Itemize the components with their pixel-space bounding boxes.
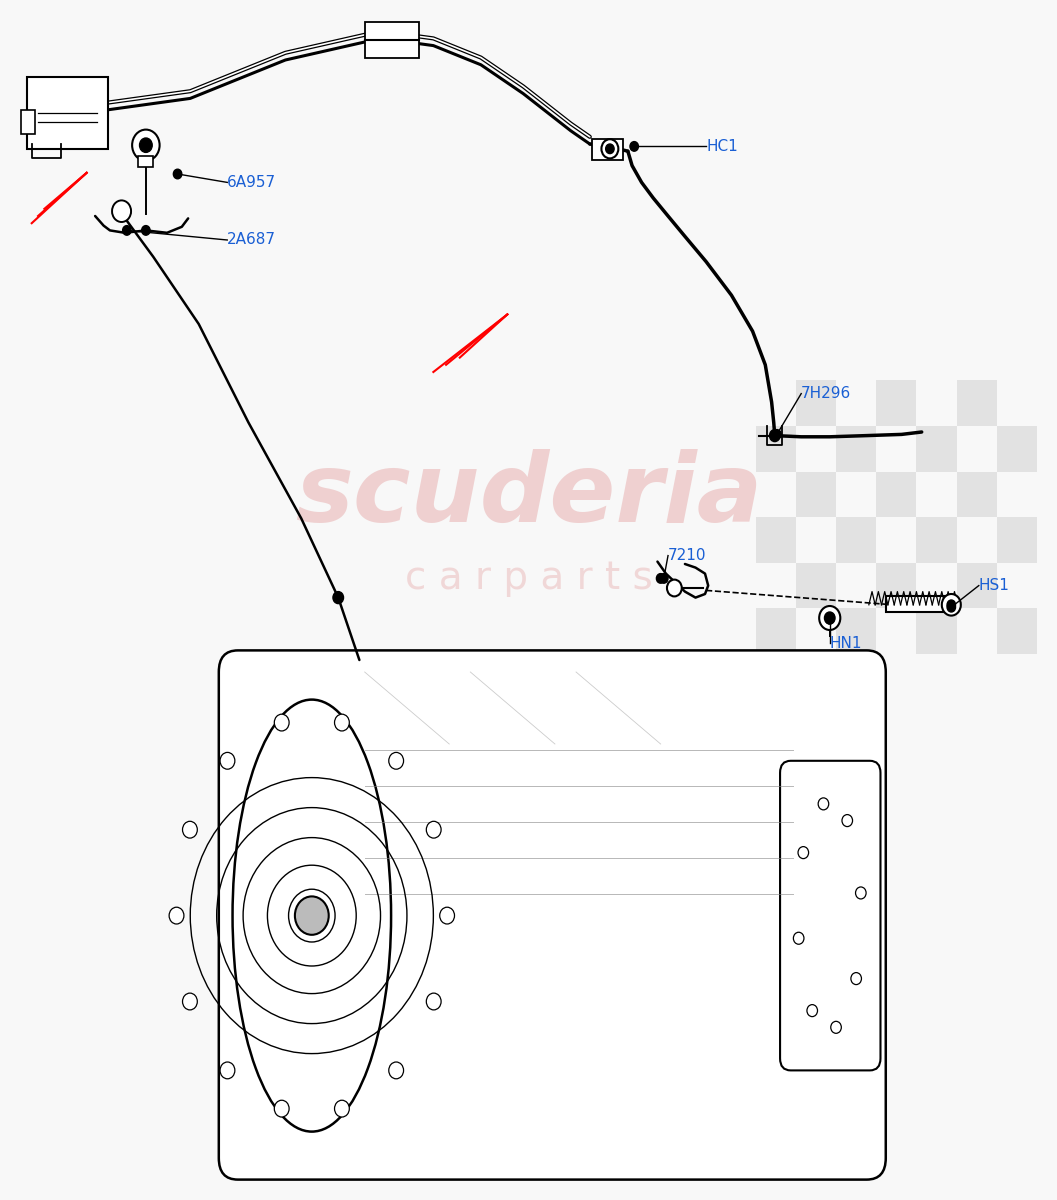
Bar	[21, 110, 35, 134]
Circle shape	[389, 1062, 404, 1079]
Circle shape	[947, 602, 956, 612]
Circle shape	[220, 1062, 235, 1079]
Text: 2A687: 2A687	[227, 233, 276, 247]
Ellipse shape	[233, 700, 391, 1132]
Circle shape	[818, 798, 829, 810]
Bar	[796, 380, 836, 426]
Circle shape	[942, 594, 961, 616]
Bar	[957, 472, 997, 517]
Circle shape	[667, 580, 682, 596]
Bar	[756, 608, 796, 654]
Circle shape	[798, 847, 809, 859]
Circle shape	[142, 226, 150, 235]
Text: HS1: HS1	[979, 578, 1009, 593]
Circle shape	[606, 144, 614, 154]
Circle shape	[183, 821, 198, 838]
Bar	[756, 426, 796, 472]
Circle shape	[656, 574, 665, 583]
Bar	[957, 563, 997, 608]
Text: scuderia: scuderia	[295, 449, 762, 542]
Circle shape	[140, 138, 152, 152]
Text: HC1: HC1	[706, 139, 738, 154]
Bar	[997, 517, 1037, 563]
FancyBboxPatch shape	[780, 761, 880, 1070]
Circle shape	[601, 139, 618, 158]
Circle shape	[855, 887, 866, 899]
Circle shape	[132, 130, 160, 161]
Circle shape	[831, 1021, 841, 1033]
Circle shape	[630, 142, 638, 151]
Circle shape	[426, 821, 441, 838]
Circle shape	[333, 592, 344, 604]
Bar	[796, 472, 836, 517]
Bar	[836, 608, 876, 654]
Bar	[876, 472, 916, 517]
Circle shape	[173, 169, 182, 179]
Circle shape	[112, 200, 131, 222]
Circle shape	[295, 896, 329, 935]
Circle shape	[169, 907, 184, 924]
Circle shape	[123, 226, 131, 235]
Circle shape	[440, 907, 455, 924]
Circle shape	[275, 714, 290, 731]
Text: HN1: HN1	[830, 636, 863, 650]
Circle shape	[819, 606, 840, 630]
Circle shape	[660, 574, 668, 583]
Circle shape	[842, 815, 853, 827]
Bar	[916, 426, 957, 472]
Bar	[957, 380, 997, 426]
Bar	[997, 608, 1037, 654]
Circle shape	[183, 994, 198, 1010]
Circle shape	[773, 430, 781, 439]
Circle shape	[769, 430, 780, 442]
FancyBboxPatch shape	[27, 77, 108, 149]
Circle shape	[794, 932, 804, 944]
Circle shape	[426, 994, 441, 1010]
Circle shape	[826, 614, 834, 624]
Circle shape	[275, 1100, 290, 1117]
Bar	[796, 563, 836, 608]
Circle shape	[220, 752, 235, 769]
Circle shape	[824, 612, 835, 624]
FancyBboxPatch shape	[219, 650, 886, 1180]
Circle shape	[947, 600, 956, 610]
Bar	[876, 563, 916, 608]
Circle shape	[334, 714, 349, 731]
Bar	[138, 156, 153, 167]
FancyBboxPatch shape	[365, 22, 419, 58]
Circle shape	[334, 1100, 349, 1117]
Text: 6A957: 6A957	[227, 175, 276, 190]
Text: c a r p a r t s: c a r p a r t s	[405, 559, 652, 598]
Circle shape	[851, 972, 861, 984]
Text: 7H296: 7H296	[801, 386, 852, 401]
FancyBboxPatch shape	[592, 139, 623, 160]
Bar	[876, 380, 916, 426]
Bar	[997, 426, 1037, 472]
Bar	[916, 608, 957, 654]
Text: 7210: 7210	[668, 548, 706, 563]
Bar	[756, 517, 796, 563]
Circle shape	[806, 1004, 817, 1016]
Bar	[836, 426, 876, 472]
Bar	[886, 596, 947, 612]
Bar	[916, 517, 957, 563]
Bar	[836, 517, 876, 563]
Circle shape	[389, 752, 404, 769]
